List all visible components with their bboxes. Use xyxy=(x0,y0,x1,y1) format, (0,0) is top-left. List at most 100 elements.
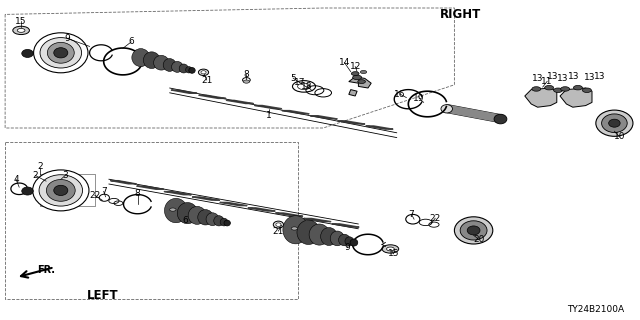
Circle shape xyxy=(353,75,362,80)
Ellipse shape xyxy=(309,224,330,245)
Text: 13: 13 xyxy=(557,74,569,83)
Text: 4: 4 xyxy=(13,175,19,184)
Ellipse shape xyxy=(22,187,33,195)
Ellipse shape xyxy=(163,59,176,71)
Text: 13: 13 xyxy=(594,72,605,81)
Text: 9: 9 xyxy=(345,243,350,252)
Polygon shape xyxy=(349,90,357,96)
Ellipse shape xyxy=(143,52,160,68)
Ellipse shape xyxy=(154,55,169,70)
Ellipse shape xyxy=(214,216,224,226)
Ellipse shape xyxy=(339,234,350,246)
Ellipse shape xyxy=(33,33,88,73)
Text: 7: 7 xyxy=(409,210,414,219)
Text: 21: 21 xyxy=(273,227,284,236)
Ellipse shape xyxy=(164,198,188,223)
Circle shape xyxy=(17,28,25,32)
Text: FR.: FR. xyxy=(37,265,55,276)
Ellipse shape xyxy=(283,216,308,244)
Text: 10: 10 xyxy=(614,132,625,141)
Text: 13: 13 xyxy=(532,74,543,83)
Circle shape xyxy=(561,87,570,91)
Text: 22: 22 xyxy=(89,191,100,200)
Ellipse shape xyxy=(224,220,230,226)
Text: 13: 13 xyxy=(547,72,558,81)
Text: 21: 21 xyxy=(201,76,212,84)
Ellipse shape xyxy=(46,180,76,201)
Ellipse shape xyxy=(201,71,206,74)
Circle shape xyxy=(351,72,359,76)
Ellipse shape xyxy=(206,213,219,226)
Text: 6: 6 xyxy=(129,37,134,46)
Text: 6: 6 xyxy=(183,216,188,225)
Ellipse shape xyxy=(47,43,74,63)
Ellipse shape xyxy=(460,221,487,240)
Ellipse shape xyxy=(596,110,633,136)
Text: LEFT: LEFT xyxy=(86,289,118,301)
Ellipse shape xyxy=(177,203,198,224)
Text: 18: 18 xyxy=(301,82,313,91)
Ellipse shape xyxy=(54,185,68,196)
Ellipse shape xyxy=(132,49,150,67)
Ellipse shape xyxy=(198,69,209,76)
Text: 7: 7 xyxy=(101,187,106,196)
Ellipse shape xyxy=(189,68,195,73)
Text: 19: 19 xyxy=(413,94,425,103)
Text: TY24B2100A: TY24B2100A xyxy=(567,305,624,314)
Polygon shape xyxy=(525,88,557,107)
Text: 12: 12 xyxy=(349,62,361,71)
Text: 2: 2 xyxy=(33,171,38,180)
Circle shape xyxy=(13,26,29,35)
Circle shape xyxy=(582,88,591,92)
Ellipse shape xyxy=(22,50,33,58)
Ellipse shape xyxy=(441,105,452,113)
Ellipse shape xyxy=(273,221,284,228)
Text: 13: 13 xyxy=(584,73,595,82)
Text: RIGHT: RIGHT xyxy=(440,8,481,21)
Text: 16: 16 xyxy=(394,90,406,99)
Circle shape xyxy=(387,247,394,251)
Text: 22: 22 xyxy=(429,214,441,223)
Text: 11: 11 xyxy=(541,77,553,86)
Ellipse shape xyxy=(276,223,281,227)
Ellipse shape xyxy=(467,226,480,235)
Circle shape xyxy=(382,245,399,253)
Ellipse shape xyxy=(39,175,83,206)
Ellipse shape xyxy=(330,231,344,246)
Circle shape xyxy=(358,80,365,84)
Ellipse shape xyxy=(188,206,206,224)
Text: 20: 20 xyxy=(473,235,484,244)
Text: 3: 3 xyxy=(63,171,68,180)
Circle shape xyxy=(170,208,176,211)
Circle shape xyxy=(360,70,367,74)
Ellipse shape xyxy=(179,64,188,73)
Ellipse shape xyxy=(186,67,192,73)
Ellipse shape xyxy=(40,38,82,68)
Ellipse shape xyxy=(345,237,354,246)
Ellipse shape xyxy=(602,114,627,132)
Circle shape xyxy=(532,87,541,91)
Circle shape xyxy=(573,85,582,90)
Text: 8: 8 xyxy=(244,70,249,79)
Text: 9: 9 xyxy=(65,34,70,43)
Ellipse shape xyxy=(198,210,213,225)
Text: 14: 14 xyxy=(339,58,350,67)
Circle shape xyxy=(291,227,298,230)
Text: 5: 5 xyxy=(291,74,296,83)
Ellipse shape xyxy=(350,239,358,246)
Polygon shape xyxy=(349,77,371,88)
Text: 8: 8 xyxy=(135,189,140,198)
Ellipse shape xyxy=(494,114,507,124)
Text: 2: 2 xyxy=(37,162,42,171)
Polygon shape xyxy=(560,88,592,107)
Circle shape xyxy=(554,88,563,92)
Text: 15: 15 xyxy=(388,249,399,258)
Ellipse shape xyxy=(172,61,183,72)
Circle shape xyxy=(243,80,250,83)
Text: 15: 15 xyxy=(15,17,27,26)
Ellipse shape xyxy=(321,228,337,245)
Ellipse shape xyxy=(609,119,620,127)
Ellipse shape xyxy=(454,217,493,244)
Ellipse shape xyxy=(297,220,320,244)
Ellipse shape xyxy=(33,170,89,211)
